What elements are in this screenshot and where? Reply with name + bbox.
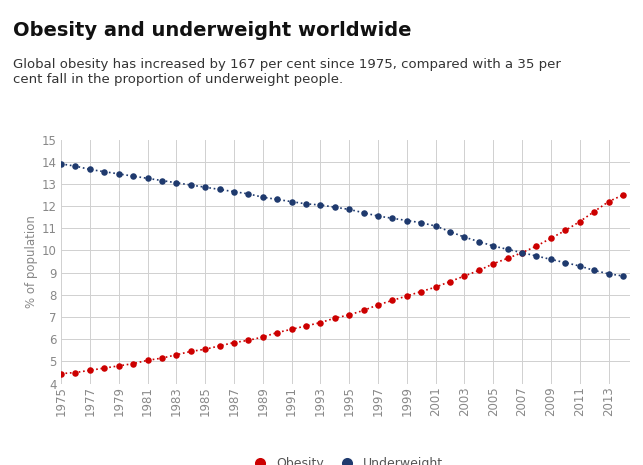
Point — [258, 333, 268, 341]
Point — [546, 256, 556, 263]
Legend: Obesity, Underweight: Obesity, Underweight — [243, 452, 448, 465]
Point — [589, 208, 599, 215]
Point — [315, 201, 325, 209]
Point — [387, 297, 397, 304]
Point — [85, 366, 95, 374]
Point — [517, 249, 527, 256]
Point — [344, 206, 354, 213]
Point — [603, 198, 613, 206]
Point — [373, 213, 383, 220]
Point — [99, 168, 109, 175]
Point — [359, 307, 369, 314]
Point — [503, 246, 513, 253]
Point — [373, 301, 383, 309]
Point — [171, 351, 181, 359]
Point — [531, 252, 541, 260]
Point — [560, 227, 570, 234]
Point — [171, 179, 181, 186]
Point — [114, 362, 124, 370]
Point — [243, 337, 253, 344]
Point — [359, 209, 369, 217]
Point — [416, 219, 426, 226]
Point — [128, 360, 138, 367]
Point — [186, 181, 196, 189]
Point — [330, 204, 340, 211]
Point — [128, 173, 138, 180]
Point — [546, 234, 556, 242]
Point — [445, 228, 455, 235]
Point — [157, 354, 167, 362]
Point — [56, 160, 66, 168]
Point — [603, 270, 613, 278]
Point — [258, 193, 268, 201]
Point — [70, 162, 80, 170]
Point — [114, 170, 124, 178]
Point — [445, 278, 455, 285]
Point — [531, 242, 541, 250]
Point — [618, 272, 628, 280]
Point — [200, 345, 210, 353]
Point — [272, 329, 282, 336]
Point — [272, 196, 282, 203]
Point — [56, 370, 66, 378]
Point — [618, 191, 628, 199]
Point — [286, 198, 296, 206]
Point — [301, 322, 311, 330]
Point — [286, 326, 296, 333]
Point — [186, 348, 196, 355]
Point — [344, 311, 354, 319]
Point — [474, 238, 484, 246]
Point — [142, 357, 152, 364]
Point — [387, 214, 397, 222]
Point — [503, 254, 513, 262]
Text: Global obesity has increased by 167 per cent since 1975, compared with a 35 per
: Global obesity has increased by 167 per … — [13, 58, 561, 86]
Point — [431, 222, 441, 230]
Point — [589, 267, 599, 274]
Point — [214, 186, 224, 193]
Point — [315, 319, 325, 326]
Point — [474, 267, 484, 274]
Y-axis label: % of population: % of population — [24, 215, 38, 308]
Point — [330, 314, 340, 322]
Point — [214, 342, 224, 350]
Point — [99, 365, 109, 372]
Point — [517, 249, 527, 256]
Point — [229, 339, 239, 346]
Point — [70, 369, 80, 376]
Point — [416, 288, 426, 295]
Point — [85, 166, 95, 173]
Point — [488, 242, 498, 250]
Point — [402, 217, 412, 224]
Point — [560, 259, 570, 266]
Point — [488, 260, 498, 267]
Point — [575, 218, 585, 226]
Point — [402, 292, 412, 299]
Text: Obesity and underweight worldwide: Obesity and underweight worldwide — [13, 21, 412, 40]
Point — [575, 262, 585, 270]
Point — [200, 184, 210, 191]
Point — [142, 175, 152, 182]
Point — [243, 190, 253, 198]
Point — [459, 233, 469, 241]
Point — [229, 188, 239, 195]
Point — [431, 283, 441, 291]
Point — [301, 200, 311, 207]
Point — [157, 177, 167, 184]
Point — [459, 272, 469, 280]
